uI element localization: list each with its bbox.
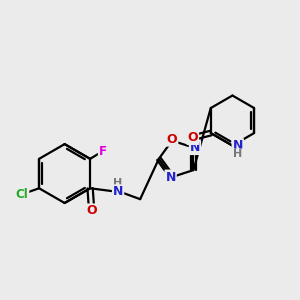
Text: Cl: Cl [16,188,28,201]
Text: N: N [232,139,243,152]
Text: O: O [86,205,97,218]
Text: N: N [190,141,200,154]
Text: N: N [165,170,176,184]
Text: F: F [99,145,107,158]
Text: H: H [113,178,123,188]
Text: H: H [233,149,242,159]
Text: O: O [188,131,198,144]
Text: O: O [167,133,177,146]
Text: N: N [113,185,123,198]
